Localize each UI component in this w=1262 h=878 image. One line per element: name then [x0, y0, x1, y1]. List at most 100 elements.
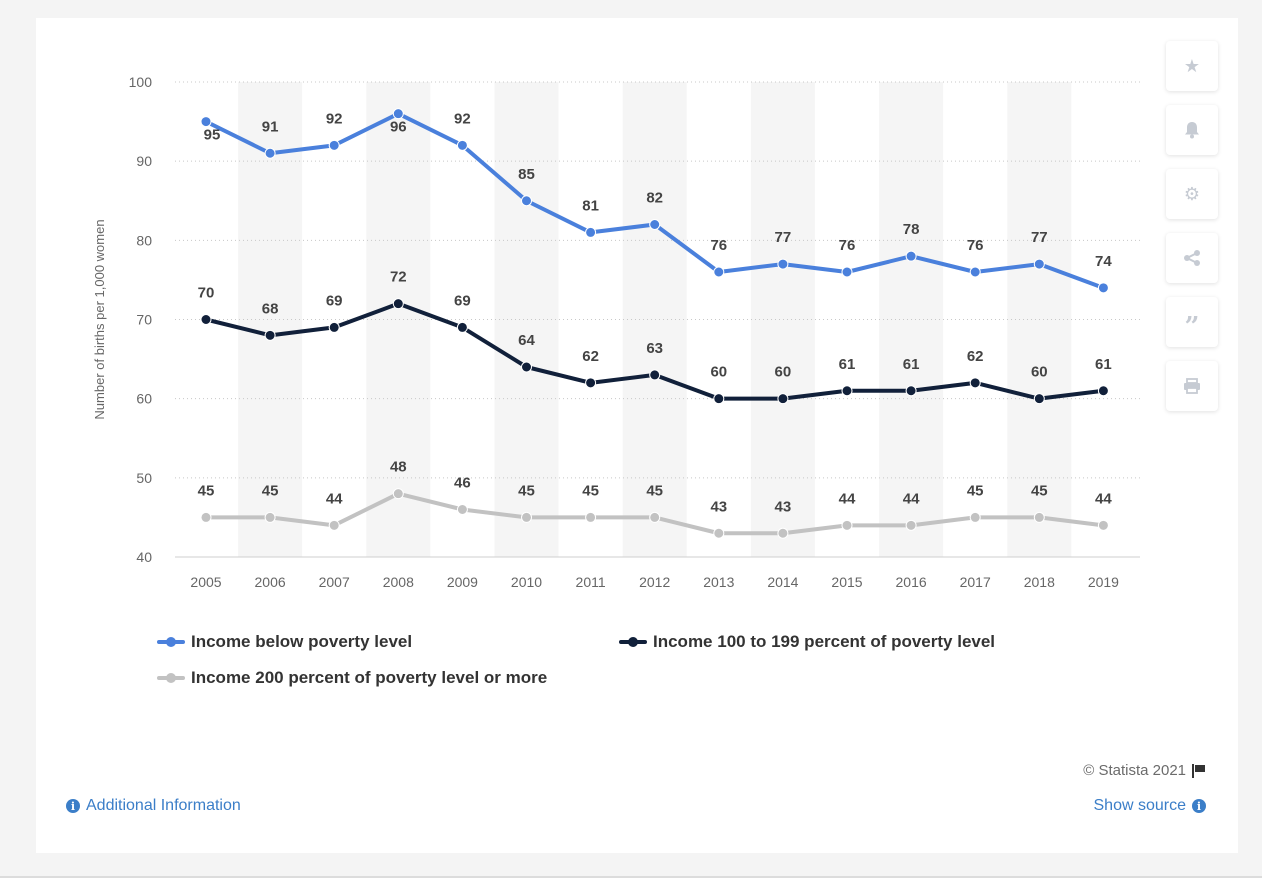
data-point	[456, 139, 468, 151]
data-label: 45	[646, 482, 663, 499]
data-label: 45	[967, 482, 984, 499]
data-label: 78	[903, 221, 920, 238]
data-label: 46	[454, 475, 471, 492]
series-2: 70 68 69 72 69 64 62 63 60 60 61 61 62 60 61	[198, 269, 1112, 405]
legend-item-series-2[interactable]: Income 100 to 199 percent of poverty lev…	[619, 632, 995, 652]
additional-information-label: Additional Information	[86, 797, 241, 814]
y-tick-label: 60	[136, 391, 152, 407]
x-tick-label: 2015	[831, 574, 862, 590]
data-label: 96	[390, 119, 407, 136]
data-label: 62	[582, 348, 599, 365]
data-label: 43	[775, 498, 792, 515]
data-label: 81	[582, 197, 599, 214]
flag-icon[interactable]	[1192, 763, 1206, 778]
data-point	[456, 321, 468, 333]
data-point	[200, 314, 212, 325]
x-tick-label: 2008	[383, 574, 414, 590]
credit-text: © Statista 2021	[1083, 762, 1186, 779]
data-point	[456, 504, 468, 515]
page-divider	[0, 876, 1262, 878]
y-tick-label: 50	[136, 470, 152, 486]
data-point	[777, 527, 789, 539]
data-label: 45	[262, 482, 279, 499]
data-point	[969, 377, 981, 389]
show-source-link[interactable]: Show source i	[1093, 797, 1206, 815]
series-3: 45 45 44 48 46 45 45 45 43 43 44 44 45 45 44	[198, 459, 1112, 539]
data-point	[1033, 511, 1045, 523]
column-band	[622, 82, 687, 557]
data-label: 61	[839, 356, 856, 373]
notification-button[interactable]	[1166, 105, 1218, 155]
data-point	[1097, 385, 1109, 397]
favorite-button[interactable]: ★	[1166, 41, 1218, 91]
data-point	[521, 361, 532, 373]
data-label: 64	[518, 332, 535, 349]
x-tick-label: 2005	[190, 574, 221, 590]
legend-item-series-1[interactable]: Income below poverty level	[157, 632, 412, 652]
x-tick-label: 2016	[896, 574, 927, 590]
data-point	[1033, 393, 1045, 405]
data-point	[264, 511, 276, 523]
x-tick-label: 2012	[639, 574, 670, 590]
y-tick-label: 40	[136, 549, 152, 565]
x-tick-label: 2017	[960, 574, 991, 590]
data-point	[713, 393, 725, 405]
data-label: 44	[839, 490, 856, 507]
data-point	[649, 511, 661, 523]
data-point	[1097, 282, 1109, 294]
gear-icon: ⚙	[1183, 183, 1201, 204]
data-label: 92	[326, 110, 343, 127]
data-point	[649, 369, 661, 381]
data-label: 45	[198, 482, 215, 499]
info-icon: i	[66, 799, 80, 813]
data-label: 45	[518, 482, 535, 499]
data-label: 76	[710, 237, 727, 254]
print-icon	[1184, 378, 1200, 394]
print-button[interactable]	[1166, 361, 1218, 411]
legend-item-series-3[interactable]: Income 200 percent of poverty level or m…	[157, 668, 547, 688]
y-tick-label: 70	[136, 312, 152, 328]
data-label: 44	[1095, 490, 1112, 507]
x-tick-label: 2018	[1024, 574, 1055, 590]
data-point	[841, 266, 853, 278]
y-tick-label: 100	[129, 74, 153, 90]
data-point	[200, 511, 212, 523]
legend-label: Income 100 to 199 percent of poverty lev…	[653, 632, 996, 651]
data-label: 68	[262, 300, 279, 317]
data-point	[1033, 258, 1045, 270]
legend-marker	[619, 636, 647, 648]
data-point	[713, 266, 725, 278]
data-point	[585, 226, 597, 238]
data-point	[1097, 519, 1109, 531]
y-tick-label: 90	[136, 153, 152, 169]
settings-button[interactable]: ⚙	[1166, 169, 1218, 219]
show-source-label: Show source	[1093, 797, 1187, 814]
data-point	[841, 385, 853, 397]
data-point	[585, 377, 597, 389]
x-tick-label: 2013	[703, 574, 734, 590]
data-point	[521, 511, 532, 523]
additional-information-link[interactable]: i Additional Information	[66, 797, 241, 815]
share-button[interactable]	[1166, 233, 1218, 283]
data-point	[328, 139, 340, 151]
series-1: 95 91 92 96 92 85 81 82 76 77 76 78 76 77 74	[200, 108, 1112, 294]
data-point	[777, 393, 789, 405]
data-point	[713, 527, 725, 539]
quote-icon: ”	[1184, 312, 1200, 342]
data-label: 76	[967, 237, 984, 254]
data-label: 69	[454, 292, 471, 309]
data-label: 48	[390, 459, 407, 476]
data-point	[905, 519, 917, 531]
data-label: 76	[839, 237, 856, 254]
data-point	[969, 266, 981, 278]
y-tick-label: 80	[136, 232, 152, 248]
data-point	[200, 116, 212, 128]
bell-icon	[1185, 122, 1199, 139]
cite-button[interactable]: ”	[1166, 297, 1218, 347]
info-icon: i	[1192, 799, 1206, 813]
legend-marker	[157, 636, 185, 648]
data-point	[969, 511, 981, 523]
data-label: 74	[1095, 253, 1112, 270]
data-label: 85	[518, 166, 535, 183]
